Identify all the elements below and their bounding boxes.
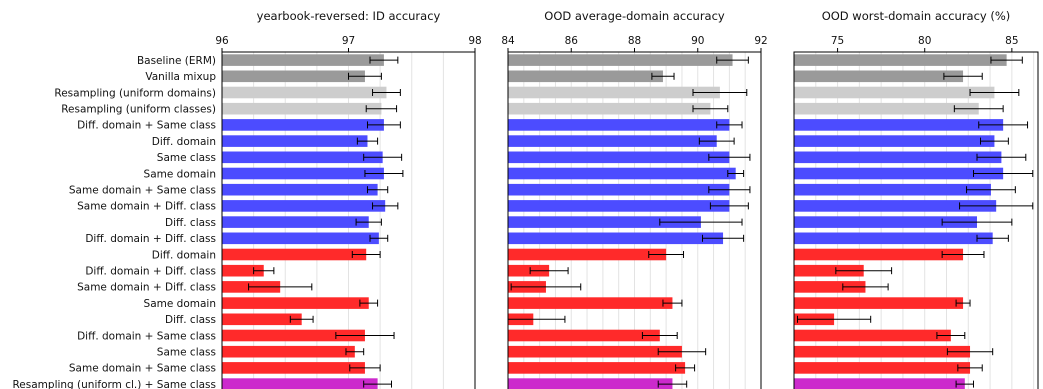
bar	[508, 86, 720, 99]
bar	[794, 232, 993, 245]
x-tick-label: 98	[468, 35, 481, 47]
bar	[794, 281, 866, 293]
bar	[508, 70, 663, 83]
category-label: Same domain	[144, 298, 216, 310]
bar	[222, 151, 383, 164]
bar	[794, 200, 997, 212]
bar	[508, 183, 730, 196]
category-label: Same domain + Same class	[69, 363, 216, 375]
bar	[222, 102, 382, 115]
bar	[794, 248, 964, 261]
bar	[794, 329, 951, 342]
plot-frame	[793, 51, 1039, 389]
bar	[794, 183, 991, 196]
bar	[222, 297, 369, 309]
category-label: Same class	[157, 152, 216, 164]
category-label: Diff. domain + Diff. class	[85, 266, 216, 278]
bar	[794, 135, 995, 147]
category-label: Diff. class	[165, 217, 216, 229]
bar	[794, 216, 977, 228]
x-tick-label: 80	[918, 35, 931, 47]
category-label: Same domain + Same class	[69, 185, 216, 197]
bar	[222, 54, 384, 66]
category-label: Diff. class	[165, 314, 216, 326]
bar	[508, 362, 686, 374]
bar	[508, 167, 736, 180]
bar	[222, 329, 365, 342]
bar	[222, 248, 367, 261]
panel-1	[221, 48, 476, 389]
bar	[222, 200, 386, 212]
category-label: Same class	[157, 347, 216, 359]
category-label: Diff. domain + Same class	[77, 330, 216, 342]
bar	[508, 135, 717, 147]
category-label: Same domain	[144, 168, 216, 180]
bar	[222, 313, 302, 326]
bar	[508, 345, 682, 358]
category-label: Baseline (ERM)	[137, 55, 216, 67]
bar	[508, 119, 730, 131]
bar	[508, 248, 667, 261]
x-tick-label: 75	[831, 35, 844, 47]
category-label: Diff. domain	[152, 136, 216, 148]
category-label: Resampling (uniform cl.) + Same class	[12, 379, 216, 389]
bar	[508, 329, 660, 342]
bar	[222, 264, 264, 277]
bar	[222, 119, 384, 131]
bar	[222, 345, 355, 358]
bar	[222, 167, 384, 180]
x-tick-label: 84	[501, 35, 515, 47]
bar	[508, 297, 673, 309]
category-label: Diff. domain + Same class	[77, 120, 216, 132]
bar	[794, 167, 1004, 180]
category-label: Same domain + Diff. class	[77, 201, 216, 213]
bar	[794, 54, 1007, 66]
bar	[508, 216, 701, 228]
bar	[222, 183, 378, 196]
bar	[794, 345, 971, 358]
panel-2	[507, 48, 762, 389]
bar	[222, 232, 379, 245]
bar	[222, 135, 368, 147]
panel-title: OOD average-domain accuracy	[544, 9, 725, 23]
bar	[794, 102, 979, 115]
x-tick-label: 97	[342, 35, 355, 47]
bar	[508, 200, 730, 212]
bar	[508, 232, 724, 245]
panel-title: yearbook-reversed: ID accuracy	[257, 9, 441, 23]
category-label: Diff. domain + Diff. class	[85, 233, 216, 245]
x-tick-label: 92	[754, 35, 767, 47]
category-label: Same domain + Diff. class	[77, 282, 216, 294]
x-tick-label: 96	[215, 35, 229, 47]
bar	[794, 70, 964, 83]
bar	[794, 264, 864, 277]
category-label: Resampling (uniform classes)	[61, 104, 216, 116]
bar	[222, 70, 365, 83]
bar	[794, 297, 964, 309]
bar	[222, 216, 369, 228]
bar	[794, 151, 1002, 164]
bar	[508, 264, 550, 277]
bar	[794, 86, 995, 99]
panel-3	[793, 48, 1039, 389]
x-tick-label: 85	[1005, 35, 1018, 47]
bar	[222, 378, 378, 389]
x-tick-label: 88	[628, 35, 641, 47]
category-label: Diff. domain	[152, 249, 216, 261]
bar	[222, 86, 387, 99]
x-tick-label: 90	[691, 35, 704, 47]
category-label: Resampling (uniform domains)	[54, 87, 216, 99]
bar	[508, 151, 730, 164]
category-label: Vanilla mixup	[145, 71, 216, 83]
bar	[794, 378, 965, 389]
panel-title: OOD worst-domain accuracy (%)	[822, 9, 1011, 23]
x-tick-label: 86	[565, 35, 579, 47]
bar	[508, 54, 733, 66]
bar	[222, 362, 365, 374]
bar	[508, 378, 673, 389]
bar	[794, 119, 1004, 131]
bar	[794, 362, 971, 374]
bar	[508, 102, 711, 115]
